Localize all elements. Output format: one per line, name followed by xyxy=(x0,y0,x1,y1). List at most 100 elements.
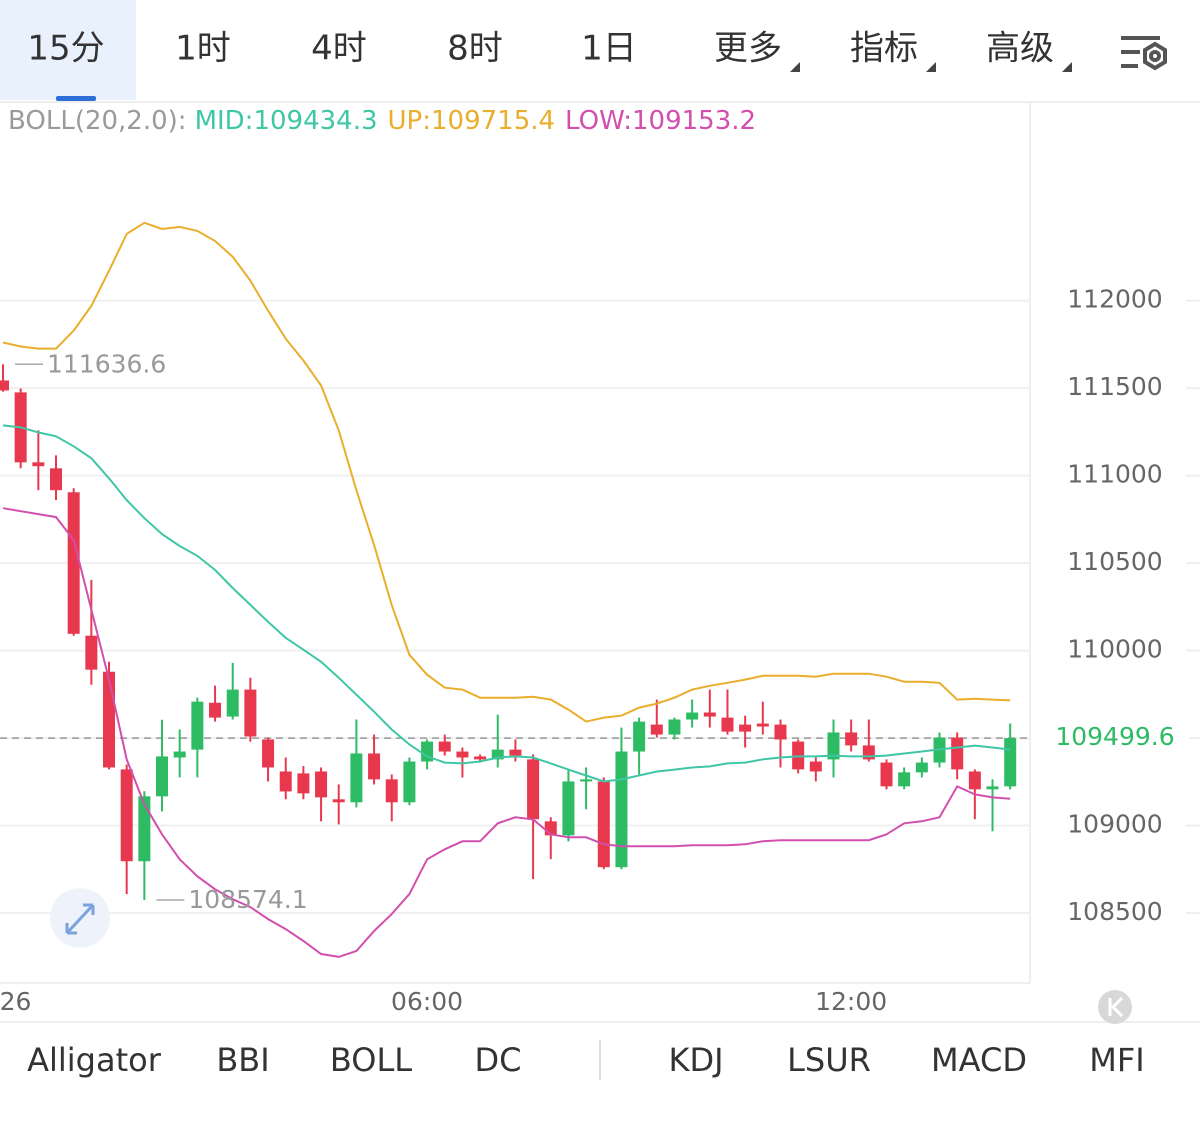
candle-body xyxy=(509,749,522,756)
candle-body xyxy=(156,756,169,797)
candle-body xyxy=(597,781,610,868)
timeframe-tab[interactable]: 高级 xyxy=(986,29,1054,69)
candle-body xyxy=(279,771,292,792)
indicator-tab[interactable]: DC xyxy=(475,1041,522,1079)
candle-body xyxy=(456,751,469,758)
y-tick-label: 111500 xyxy=(1067,372,1162,401)
indicator-tab[interactable]: MACD xyxy=(931,1041,1027,1079)
timeframe-tab[interactable]: 4时 xyxy=(311,29,367,69)
candle-body xyxy=(315,771,328,798)
dropdown-caret xyxy=(926,62,936,72)
y-tick-label: 108500 xyxy=(1067,897,1162,926)
indicator-label: BOLL(20,2.0): xyxy=(8,106,187,136)
candle-body xyxy=(138,796,151,862)
timeframe-tab[interactable]: 15分 xyxy=(27,29,104,69)
candle-body xyxy=(491,749,504,760)
timeframe-tab[interactable]: 指标 xyxy=(850,29,918,69)
candle-body xyxy=(898,772,911,787)
band-line xyxy=(2,507,1011,958)
candle-body xyxy=(32,462,45,467)
y-tick-label: 110500 xyxy=(1067,547,1162,576)
y-tick-label: 110000 xyxy=(1067,635,1162,664)
candle-body xyxy=(0,380,9,391)
legend: BOLL(20,2.0): MID:109434.3 UP:109715.4 LOW:… xyxy=(8,106,756,136)
extreme-label: 111636.6 xyxy=(47,349,166,378)
indicator-tab[interactable]: KDJ xyxy=(668,1041,723,1079)
price-label-bg xyxy=(1040,720,1190,757)
candle-body xyxy=(615,751,628,868)
candle-body xyxy=(209,702,222,718)
collapse-button[interactable] xyxy=(1098,990,1132,1024)
candle-body xyxy=(668,719,681,735)
candle-body xyxy=(633,721,646,752)
candle-body xyxy=(438,741,451,752)
timeframe-tab[interactable]: 1时 xyxy=(175,29,231,69)
expand-button[interactable] xyxy=(50,888,110,948)
x-tick-label: 06:00 xyxy=(391,987,463,1016)
x-tick-label: 12:00 xyxy=(815,987,887,1016)
price-label: 109499.6 xyxy=(1055,722,1174,751)
candle-body xyxy=(756,723,769,727)
candle-body xyxy=(527,759,540,820)
candle-body xyxy=(721,717,734,732)
tab-indicator xyxy=(56,96,96,101)
legend-name: LOW: xyxy=(565,106,632,136)
candle-body xyxy=(827,732,840,760)
indicator-tab[interactable]: BBI xyxy=(216,1041,269,1079)
candle-body xyxy=(1004,738,1017,787)
candle-body xyxy=(774,724,787,740)
candle-body xyxy=(120,769,133,862)
candle-body xyxy=(262,739,275,768)
indicator-tab[interactable]: BOLL xyxy=(330,1041,412,1079)
timeframe-tab[interactable]: 1日 xyxy=(581,29,637,69)
candle-body xyxy=(809,761,822,772)
candle-body xyxy=(173,751,186,758)
indicator-tab[interactable]: MFI xyxy=(1089,1041,1144,1079)
indicator-tab[interactable]: Alligator xyxy=(27,1041,162,1079)
timeframe-tab[interactable]: 更多 xyxy=(714,29,782,69)
candle-body xyxy=(562,781,575,836)
candle-body xyxy=(50,468,63,491)
band-line xyxy=(2,424,1011,783)
candle-body xyxy=(580,779,593,782)
extreme-label: 108574.1 xyxy=(188,885,307,914)
legend-name: MID: xyxy=(195,106,254,136)
dropdown-caret xyxy=(790,62,800,72)
candle-body xyxy=(403,761,416,803)
candle-body xyxy=(67,492,80,634)
candle-body xyxy=(650,724,663,735)
candle-body xyxy=(703,712,716,717)
candle-body xyxy=(845,732,858,746)
candle-body xyxy=(686,712,699,720)
candle-body xyxy=(986,786,999,790)
indicator-tab[interactable]: LSUR xyxy=(787,1041,871,1079)
timeframe-tab[interactable]: 8时 xyxy=(447,29,503,69)
y-tick-label: 111000 xyxy=(1067,460,1162,489)
candle-body xyxy=(103,671,116,768)
candle-body xyxy=(332,799,345,803)
candle-body xyxy=(968,771,981,790)
legend-value: 109434.3 xyxy=(253,106,377,136)
tab-selected-bg xyxy=(0,0,136,100)
candle-body xyxy=(385,779,398,803)
legend-name: UP: xyxy=(388,106,431,136)
candle-body xyxy=(350,753,363,803)
candle-body xyxy=(368,753,381,780)
band-line xyxy=(2,221,1011,723)
x-tick-label: 月26 xyxy=(0,987,31,1016)
y-tick-label: 109000 xyxy=(1067,810,1162,839)
y-tick-label: 112000 xyxy=(1067,285,1162,314)
candle-body xyxy=(244,689,257,737)
candle-body xyxy=(951,737,964,770)
candle-body xyxy=(191,701,204,750)
settings-icon[interactable] xyxy=(1121,36,1167,71)
legend-value: 109153.2 xyxy=(632,106,756,136)
candle-body xyxy=(880,762,893,787)
candle-body xyxy=(474,756,487,760)
legend-value: 109715.4 xyxy=(431,106,555,136)
candle-body xyxy=(915,762,928,773)
candle-body xyxy=(85,635,98,670)
candle-body xyxy=(739,724,752,732)
candle-body xyxy=(297,773,310,794)
